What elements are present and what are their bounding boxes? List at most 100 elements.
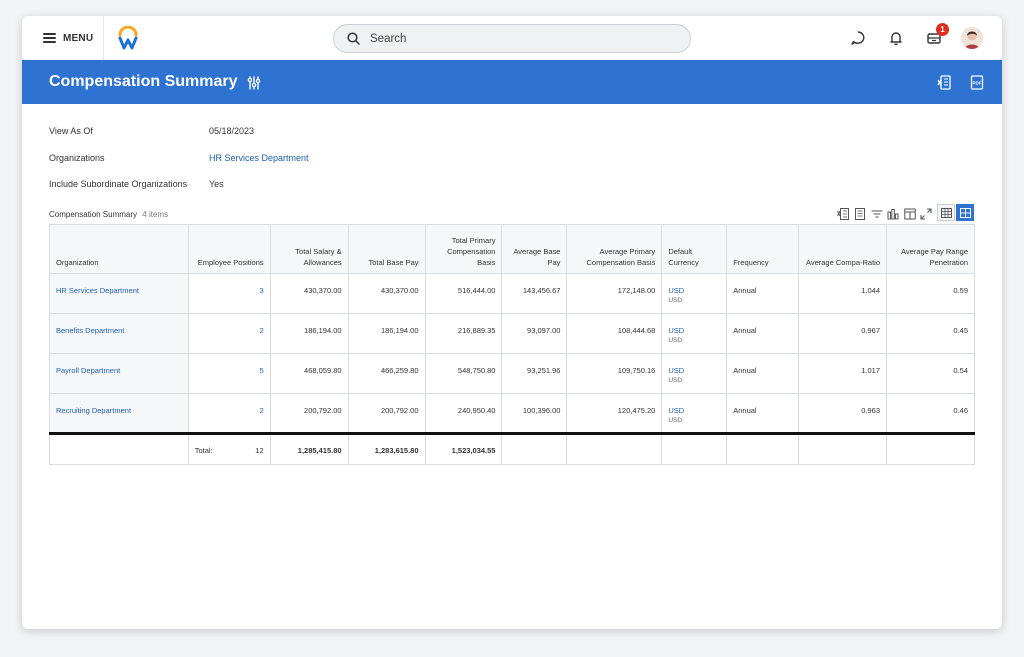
menu-button[interactable]: MENU xyxy=(22,16,104,60)
penetration-cell: 0.59 xyxy=(886,273,975,314)
column-header[interactable]: Frequency xyxy=(726,224,800,274)
salary-cell: 468,059.80 xyxy=(269,353,349,394)
hamburger-icon xyxy=(43,31,56,45)
column-header[interactable]: Employee Positions xyxy=(187,224,271,274)
grid-view-icon xyxy=(959,207,971,218)
currency-link[interactable]: USD xyxy=(668,366,685,375)
grid-item-count: 4 items xyxy=(142,210,169,219)
excel-icon[interactable] xyxy=(837,208,849,220)
penetration-cell: 0.46 xyxy=(886,393,975,434)
avg-base-cell: 100,396.00 xyxy=(501,393,568,434)
org-link[interactable]: HR Services Department xyxy=(56,286,139,295)
column-header[interactable]: Average Compa-Ratio xyxy=(798,224,888,274)
organizations-link[interactable]: HR Services Department xyxy=(209,153,309,163)
search-input[interactable] xyxy=(370,32,660,45)
frequency-cell: Annual xyxy=(726,353,800,394)
total-primary-comp: 1,523,034.55 xyxy=(424,432,503,465)
expand-icon[interactable] xyxy=(920,208,932,220)
column-header[interactable]: Average Primary Compensation Basis xyxy=(566,224,663,274)
export-pdf-icon[interactable]: PDF xyxy=(970,75,984,90)
column-header[interactable]: Total Salary & Allowances xyxy=(269,224,349,274)
filter-icon[interactable] xyxy=(871,208,883,220)
currency-code: USD xyxy=(668,337,683,344)
export-excel-icon[interactable] xyxy=(937,75,951,90)
workday-logo[interactable] xyxy=(117,26,139,50)
avg-base-cell: 93,097.00 xyxy=(501,313,568,354)
bell-icon[interactable] xyxy=(888,30,904,46)
view-as-of-value: 05/18/2023 xyxy=(209,126,255,136)
total-spacer-cell xyxy=(49,432,189,465)
salary-cell: 200,792.00 xyxy=(269,393,349,434)
table-view-button[interactable] xyxy=(937,204,955,221)
column-header[interactable]: Average Pay Range Penetration xyxy=(886,224,975,274)
search-icon xyxy=(347,32,360,45)
user-avatar[interactable] xyxy=(961,27,983,49)
compa-ratio-cell: 0.963 xyxy=(798,393,888,434)
compa-ratio-cell: 1.044 xyxy=(798,273,888,314)
inbox-icon[interactable] xyxy=(926,30,942,46)
view-as-of-label: View As Of xyxy=(49,126,93,136)
penetration-cell: 0.45 xyxy=(886,313,975,354)
organizations-label: Organizations xyxy=(49,153,105,163)
grid-view-button[interactable] xyxy=(956,204,974,221)
base-pay-cell: 466,259.80 xyxy=(347,353,426,394)
positions-link[interactable]: 5 xyxy=(259,366,264,375)
empty-total-cell xyxy=(566,432,663,465)
column-header[interactable]: Total Base Pay xyxy=(347,224,426,274)
total-salary: 1,285,415.80 xyxy=(269,432,349,465)
table-header-row: Organization Employee Positions Total Sa… xyxy=(49,224,975,274)
frequency-cell: Annual xyxy=(726,393,800,434)
columns-icon[interactable] xyxy=(904,208,916,220)
table-row: Payroll Department 5 468,059.80 466,259.… xyxy=(49,353,975,394)
currency-code: USD xyxy=(668,297,683,304)
column-header[interactable]: Organization xyxy=(49,224,189,274)
org-link[interactable]: Benefits Department xyxy=(56,326,125,335)
document-icon[interactable] xyxy=(854,208,866,220)
currency-code: USD xyxy=(668,417,683,424)
currency-link[interactable]: USD xyxy=(668,406,685,415)
totals-row: Total: 12 1,285,415.80 1,283,615.80 1,52… xyxy=(49,432,975,465)
app-window: MENU 1 xyxy=(22,16,1002,629)
base-pay-cell: 186,194.00 xyxy=(347,313,426,354)
page-header: Compensation Summary PDF xyxy=(22,60,1002,104)
avg-base-cell: 143,456.67 xyxy=(501,273,568,314)
settings-sliders-icon[interactable] xyxy=(247,76,261,90)
positions-link[interactable]: 3 xyxy=(259,286,264,295)
total-positions: 12 xyxy=(255,446,264,455)
total-base-pay: 1,283,615.80 xyxy=(347,432,426,465)
avg-base-cell: 93,251.96 xyxy=(501,353,568,394)
chat-icon[interactable] xyxy=(850,30,866,46)
table-row: Benefits Department 2 186,194.00 186,194… xyxy=(49,313,975,354)
total-label: Total: xyxy=(194,446,213,455)
table-view-icon xyxy=(940,207,952,218)
search-bar[interactable] xyxy=(333,24,691,53)
avg-primary-cell: 172,148.00 xyxy=(566,273,663,314)
column-header[interactable]: Total Primary Compensation Basis xyxy=(424,224,503,274)
table-row: Recruiting Department 2 200,792.00 200,7… xyxy=(49,393,975,434)
top-bar: MENU 1 xyxy=(22,16,1002,60)
positions-link[interactable]: 2 xyxy=(259,326,264,335)
menu-label: MENU xyxy=(63,32,94,44)
base-pay-cell: 200,792.00 xyxy=(347,393,426,434)
org-link[interactable]: Recruiting Department xyxy=(56,406,132,415)
empty-total-cell xyxy=(886,432,975,465)
primary-comp-cell: 216,889.35 xyxy=(424,313,503,354)
positions-link[interactable]: 2 xyxy=(259,406,264,415)
svg-text:PDF: PDF xyxy=(973,81,982,86)
avg-primary-cell: 120,475.20 xyxy=(566,393,663,434)
grid-title-text: Compensation Summary xyxy=(49,210,138,219)
chart-icon[interactable] xyxy=(887,208,899,220)
salary-cell: 430,370.00 xyxy=(269,273,349,314)
currency-link[interactable]: USD xyxy=(668,286,685,295)
salary-cell: 186,194.00 xyxy=(269,313,349,354)
column-header[interactable]: Average Base Pay xyxy=(501,224,568,274)
avg-primary-cell: 109,750.16 xyxy=(566,353,663,394)
page-title: Compensation Summary xyxy=(49,73,238,90)
empty-total-cell xyxy=(726,432,800,465)
org-link[interactable]: Payroll Department xyxy=(56,366,121,375)
currency-link[interactable]: USD xyxy=(668,326,685,335)
column-header[interactable]: Default Currency xyxy=(661,224,728,274)
base-pay-cell: 430,370.00 xyxy=(347,273,426,314)
include-subordinates-label: Include Subordinate Organizations xyxy=(49,179,188,189)
empty-total-cell xyxy=(798,432,888,465)
